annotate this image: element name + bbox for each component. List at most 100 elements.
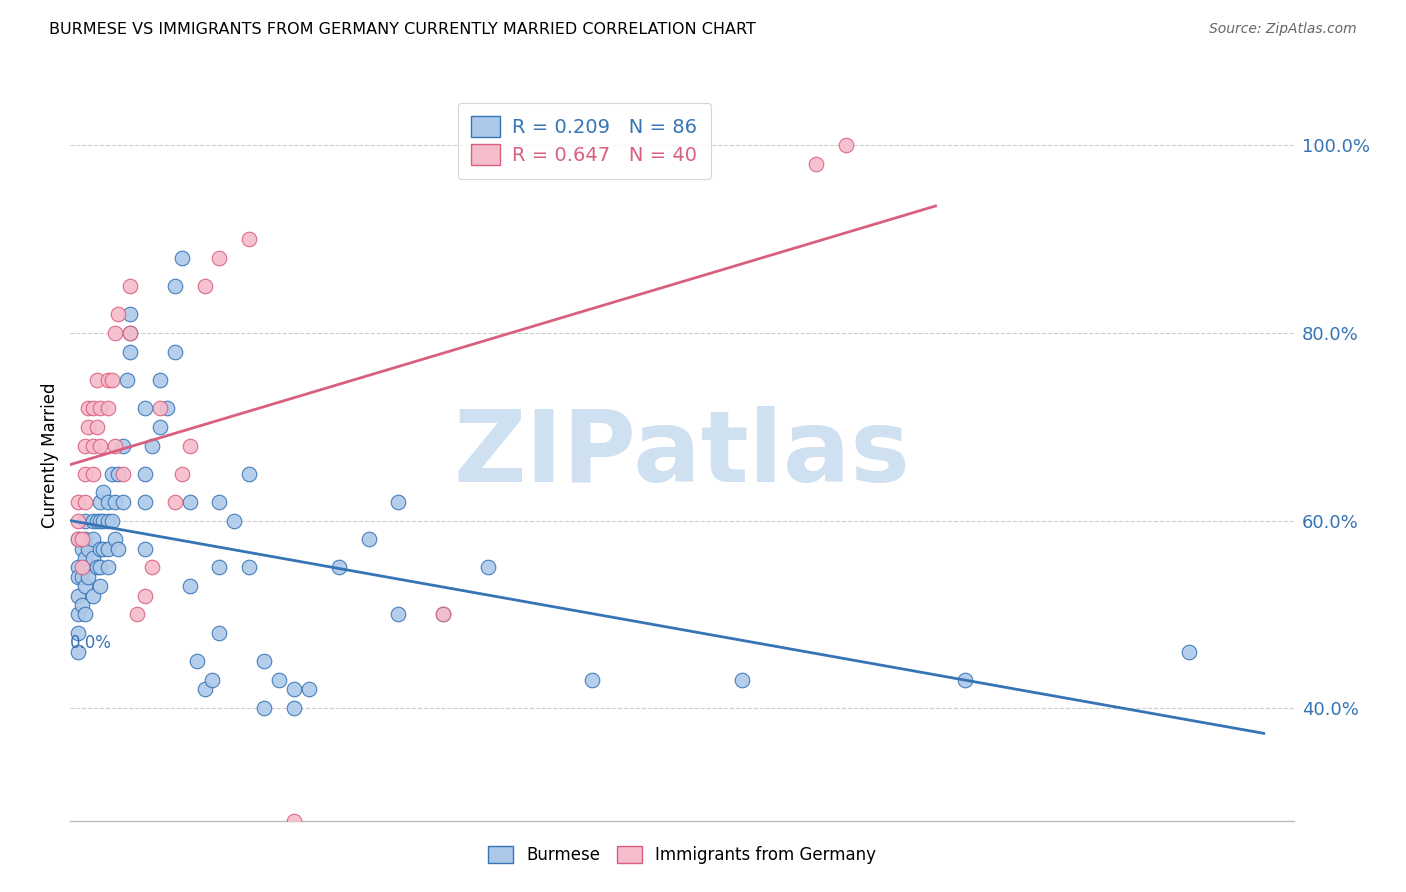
Point [118,307,141,321]
Point [118,326,141,340]
Point [75,533,97,547]
Point [432,607,454,622]
Point [66,607,89,622]
Point [89,541,111,556]
Point [149,401,172,415]
Point [283,701,305,715]
Point [70,533,93,547]
Point [283,682,305,697]
Point [101,373,124,387]
Point [172,467,194,481]
Point [298,682,321,697]
Text: ZIPatlas: ZIPatlas [454,407,910,503]
Point [955,673,977,687]
Point [141,438,163,452]
Point [97,495,120,509]
Point [89,514,111,528]
Text: Source: ZipAtlas.com: Source: ZipAtlas.com [1209,22,1357,37]
Point [75,551,97,566]
Point [156,401,179,415]
Point [70,570,93,584]
Point [66,495,89,509]
Point [835,138,858,153]
Point [134,495,156,509]
Point [75,495,97,509]
Point [70,598,93,612]
Point [75,467,97,481]
Point [77,541,100,556]
Point [387,607,409,622]
Point [163,279,186,293]
Point [66,560,89,574]
Legend: Burmese, Immigrants from Germany: Burmese, Immigrants from Germany [481,839,883,871]
Point [804,157,827,171]
Point [66,514,89,528]
Point [82,467,104,481]
Point [134,541,156,556]
Point [70,541,93,556]
Point [179,579,201,593]
Point [193,279,215,293]
Point [101,467,124,481]
Point [111,467,134,481]
Point [97,560,120,574]
Point [730,673,752,687]
Y-axis label: Currently Married: Currently Married [41,382,59,528]
Point [328,560,350,574]
Point [149,419,172,434]
Point [193,682,215,697]
Point [89,495,111,509]
Point [89,579,111,593]
Point [134,401,156,415]
Point [115,373,138,387]
Point [82,401,104,415]
Point [432,607,454,622]
Point [238,232,260,246]
Point [86,373,108,387]
Point [82,438,104,452]
Point [86,560,108,574]
Point [97,373,120,387]
Point [86,514,108,528]
Point [91,514,114,528]
Point [134,589,156,603]
Point [86,419,108,434]
Point [104,495,127,509]
Point [141,560,163,574]
Point [89,401,111,415]
Point [238,467,260,481]
Point [104,533,127,547]
Point [172,251,194,265]
Point [118,279,141,293]
Point [77,401,100,415]
Point [111,495,134,509]
Point [208,251,231,265]
Point [127,607,149,622]
Point [75,560,97,574]
Point [101,514,124,528]
Point [357,533,380,547]
Point [477,560,499,574]
Point [186,654,208,668]
Point [66,533,89,547]
Point [75,607,97,622]
Point [118,326,141,340]
Point [70,560,93,574]
Point [75,514,97,528]
Point [104,438,127,452]
Point [208,560,231,574]
Point [75,438,97,452]
Point [1178,645,1201,659]
Point [89,438,111,452]
Point [66,626,89,640]
Point [179,495,201,509]
Point [89,560,111,574]
Point [283,814,305,828]
Point [97,514,120,528]
Point [66,645,89,659]
Point [91,485,114,500]
Point [269,673,291,687]
Point [163,344,186,359]
Point [107,467,129,481]
Point [224,514,246,528]
